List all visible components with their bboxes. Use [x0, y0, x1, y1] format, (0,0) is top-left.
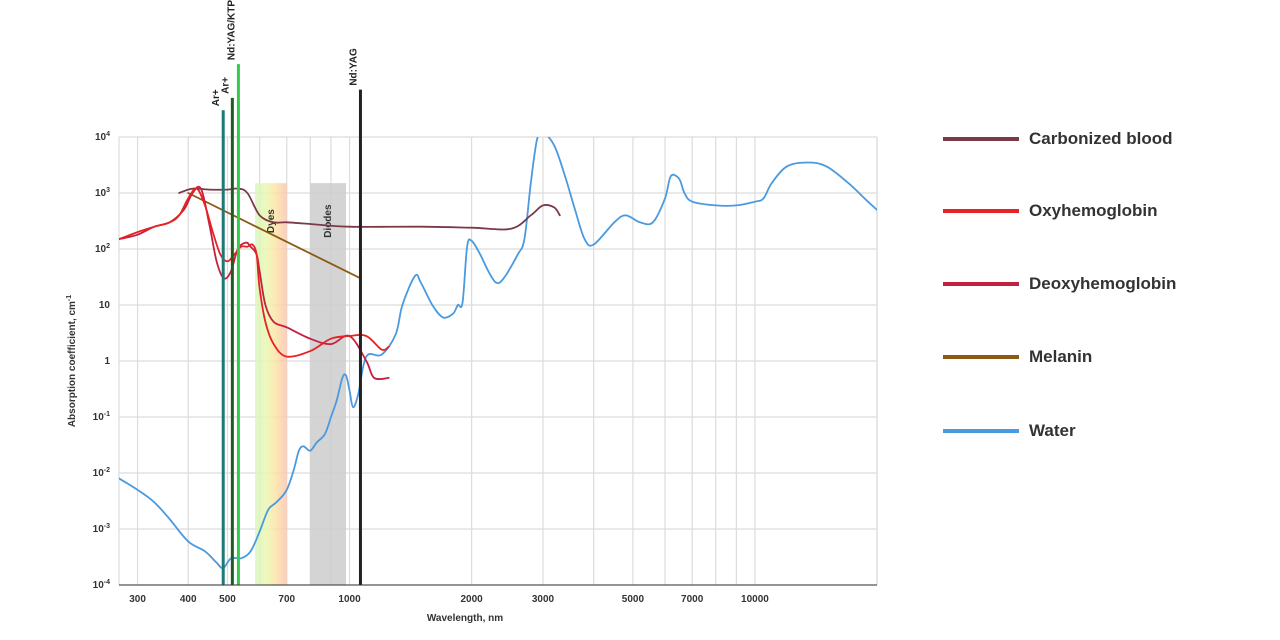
x-tick-labels: 300 400 500 700 1000 2000 3000 5000 7000 10000: [129, 594, 769, 605]
legend-item-melanin: Melanin: [943, 345, 1092, 369]
legend-swatch: [943, 429, 1019, 433]
y-tick-label: 104: [95, 131, 110, 143]
y-tick-sup: -3: [104, 523, 110, 530]
legend-swatch: [943, 209, 1019, 213]
laser-label-ar: Ar+: [220, 77, 231, 94]
x-tick-label: 10000: [741, 594, 769, 605]
x-tick-label: 500: [219, 594, 236, 605]
legend-label: Water: [1029, 421, 1076, 440]
y-tick-label: 10: [99, 300, 111, 311]
legend-label: Deoxyhemoglobin: [1029, 274, 1177, 293]
y-tick-base: 10: [95, 188, 107, 199]
y-tick-sup: 2: [106, 243, 110, 250]
legend-label: Carbonized blood: [1029, 129, 1173, 148]
legend-item-oxyhemoglobin: Oxyhemoglobin: [943, 199, 1157, 223]
series-water: [119, 137, 877, 570]
legend-swatch: [943, 137, 1019, 141]
y-tick-base: 1: [104, 356, 110, 367]
y-tick-label: 10-4: [93, 579, 110, 591]
x-tick-label: 2000: [460, 594, 483, 605]
y-tick-label: 1: [104, 356, 110, 367]
y-tick-label: 10-3: [93, 523, 110, 535]
legend-label: Melanin: [1029, 347, 1093, 366]
y-tick-sup: -1: [104, 411, 110, 418]
series-carbonized-blood: [178, 187, 561, 231]
legend-swatch: [943, 282, 1019, 286]
laser-lines: Ar+Ar+ Nd:YAG/KTP Nd:YAG: [211, 0, 362, 585]
legend-item-water: Water: [943, 419, 1076, 443]
y-tick-base: 10: [95, 244, 107, 255]
y-tick-label: 102: [95, 243, 110, 255]
series-lines: [119, 137, 877, 570]
legend-item-deoxyhemoglobin: Deoxyhemoglobin: [943, 272, 1176, 296]
y-axis-title-sup: -1: [66, 295, 73, 301]
series-oxyhemoglobin: [119, 187, 390, 358]
y-tick-base: 10: [93, 412, 105, 423]
y-tick-base: 10: [99, 300, 111, 311]
y-tick-sup: 3: [106, 187, 110, 194]
y-tick-sup: -2: [104, 467, 110, 474]
y-tick-base: 10: [93, 468, 105, 479]
y-tick-label: 10-2: [93, 467, 110, 479]
y-tick-sup: -4: [104, 579, 110, 586]
x-tick-label: 3000: [532, 594, 555, 605]
legend-swatch: [943, 355, 1019, 359]
series-deoxyhemoglobin: [119, 185, 390, 381]
legend: Carbonized blood Oxyhemoglobin Deoxyhemogl…: [943, 0, 1273, 640]
laser-label-nd-yag: Nd:YAG: [348, 48, 359, 86]
y-tick-base: 10: [93, 524, 105, 535]
x-axis-title: Wavelength, nm: [427, 613, 503, 624]
y-tick-label: 103: [95, 187, 110, 199]
legend-item-carbonized-blood: Carbonized blood: [943, 127, 1173, 151]
y-tick-base: 10: [95, 132, 107, 143]
x-tick-label: 300: [129, 594, 146, 605]
band-dyes: [255, 183, 287, 585]
x-tick-label: 1000: [338, 594, 361, 605]
legend-label: Oxyhemoglobin: [1029, 201, 1158, 220]
x-tick-label: 7000: [681, 594, 704, 605]
x-tick-label: 5000: [622, 594, 645, 605]
x-tick-label: 700: [278, 594, 295, 605]
y-axis-title-text: Absorption coefficient, cm: [67, 301, 78, 427]
y-tick-base: 10: [93, 580, 105, 591]
laser-label-ar: Ar+: [211, 89, 222, 106]
y-axis-title: Absorption coefficient, cm-1: [66, 295, 78, 427]
y-tick-sup: 4: [106, 131, 110, 138]
laser-label-nd-yag-ktp: Nd:YAG/KTP: [226, 0, 237, 60]
x-tick-label: 400: [180, 594, 197, 605]
y-tick-label: 10-1: [93, 411, 110, 423]
band-label-diodes: Diodes: [323, 204, 334, 238]
